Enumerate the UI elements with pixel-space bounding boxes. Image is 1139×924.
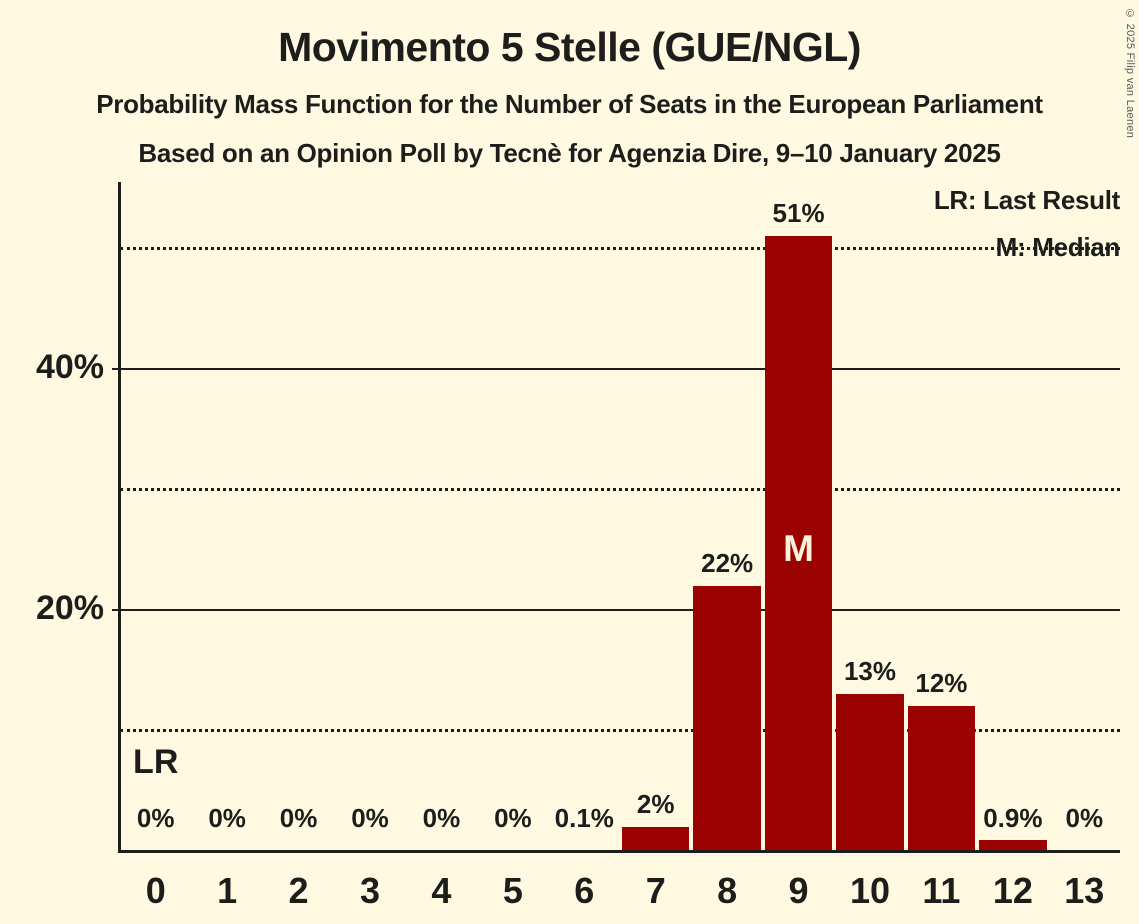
gridline-20pct bbox=[112, 608, 1120, 611]
bar-value-label-seats-11: 12% bbox=[915, 668, 968, 699]
bar-value-label-seats-6: 0.1% bbox=[554, 803, 614, 833]
bar-value-label-seats-7: 2% bbox=[636, 788, 675, 819]
bar-value-label-seats-10: 13% bbox=[843, 656, 897, 687]
chart-subtitle: Probability Mass Function for the Number… bbox=[96, 89, 1043, 119]
y-axis-label-20pct: 20% bbox=[35, 589, 104, 627]
x-axis-label-seats-9: 9 bbox=[788, 870, 809, 911]
chart-title: Movimento 5 Stelle (GUE/NGL) bbox=[278, 24, 861, 70]
bar-seats-10 bbox=[836, 694, 904, 851]
x-axis-label-seats-1: 1 bbox=[217, 870, 238, 911]
x-axis-label-seats-3: 3 bbox=[359, 870, 380, 911]
bar-seats-8 bbox=[693, 585, 761, 851]
gridline-40pct bbox=[112, 367, 1120, 370]
x-axis-label-seats-13: 13 bbox=[1064, 870, 1105, 911]
y-axis-line bbox=[117, 182, 121, 853]
bar-value-label-seats-9: 51% bbox=[772, 198, 825, 229]
x-axis-label-seats-4: 4 bbox=[431, 870, 452, 911]
y-axis-label-40pct: 40% bbox=[35, 348, 104, 386]
last-result-marker: LR bbox=[133, 743, 179, 781]
bar-seats-12 bbox=[979, 840, 1047, 851]
bar-value-label-seats-8: 22% bbox=[701, 547, 754, 578]
bar-value-label-seats-1: 0% bbox=[208, 803, 246, 833]
x-axis-label-seats-10: 10 bbox=[849, 870, 891, 911]
bar-value-label-seats-4: 0% bbox=[422, 803, 461, 833]
legend-median: M: Median bbox=[995, 232, 1121, 262]
chart-source-line: Based on an Opinion Poll by Tecnè for Ag… bbox=[138, 138, 1001, 168]
bar-value-label-seats-2: 0% bbox=[279, 803, 318, 833]
x-axis-label-seats-8: 8 bbox=[717, 870, 738, 911]
x-axis-label-seats-11: 11 bbox=[922, 870, 961, 911]
legend-last-result: LR: Last Result bbox=[933, 185, 1120, 215]
median-marker: M bbox=[783, 528, 814, 569]
x-axis-label-seats-0: 0 bbox=[145, 870, 166, 911]
bar-value-label-seats-5: 0% bbox=[494, 803, 532, 833]
bar-seats-9 bbox=[764, 236, 833, 851]
bar-value-label-seats-12: 0.9% bbox=[983, 803, 1043, 833]
x-axis-label-seats-12: 12 bbox=[992, 870, 1033, 911]
bar-value-label-seats-3: 0% bbox=[351, 803, 389, 833]
bar-seats-11 bbox=[907, 706, 976, 851]
x-axis-line bbox=[117, 849, 1120, 853]
gridline-10pct bbox=[120, 729, 1120, 732]
copyright-notice: © 2025 Filip van Laenen bbox=[1124, 8, 1136, 139]
bar-seats-7 bbox=[622, 826, 690, 851]
x-axis-label-seats-6: 6 bbox=[574, 870, 595, 911]
gridline-50pct bbox=[120, 247, 1120, 250]
x-axis-label-seats-7: 7 bbox=[645, 870, 666, 911]
x-axis-label-seats-2: 2 bbox=[288, 870, 309, 911]
x-axis-label-seats-5: 5 bbox=[502, 870, 523, 911]
bar-value-label-seats-13: 0% bbox=[1065, 803, 1104, 833]
bar-value-label-seats-0: 0% bbox=[136, 803, 175, 833]
gridline-30pct bbox=[120, 488, 1120, 491]
